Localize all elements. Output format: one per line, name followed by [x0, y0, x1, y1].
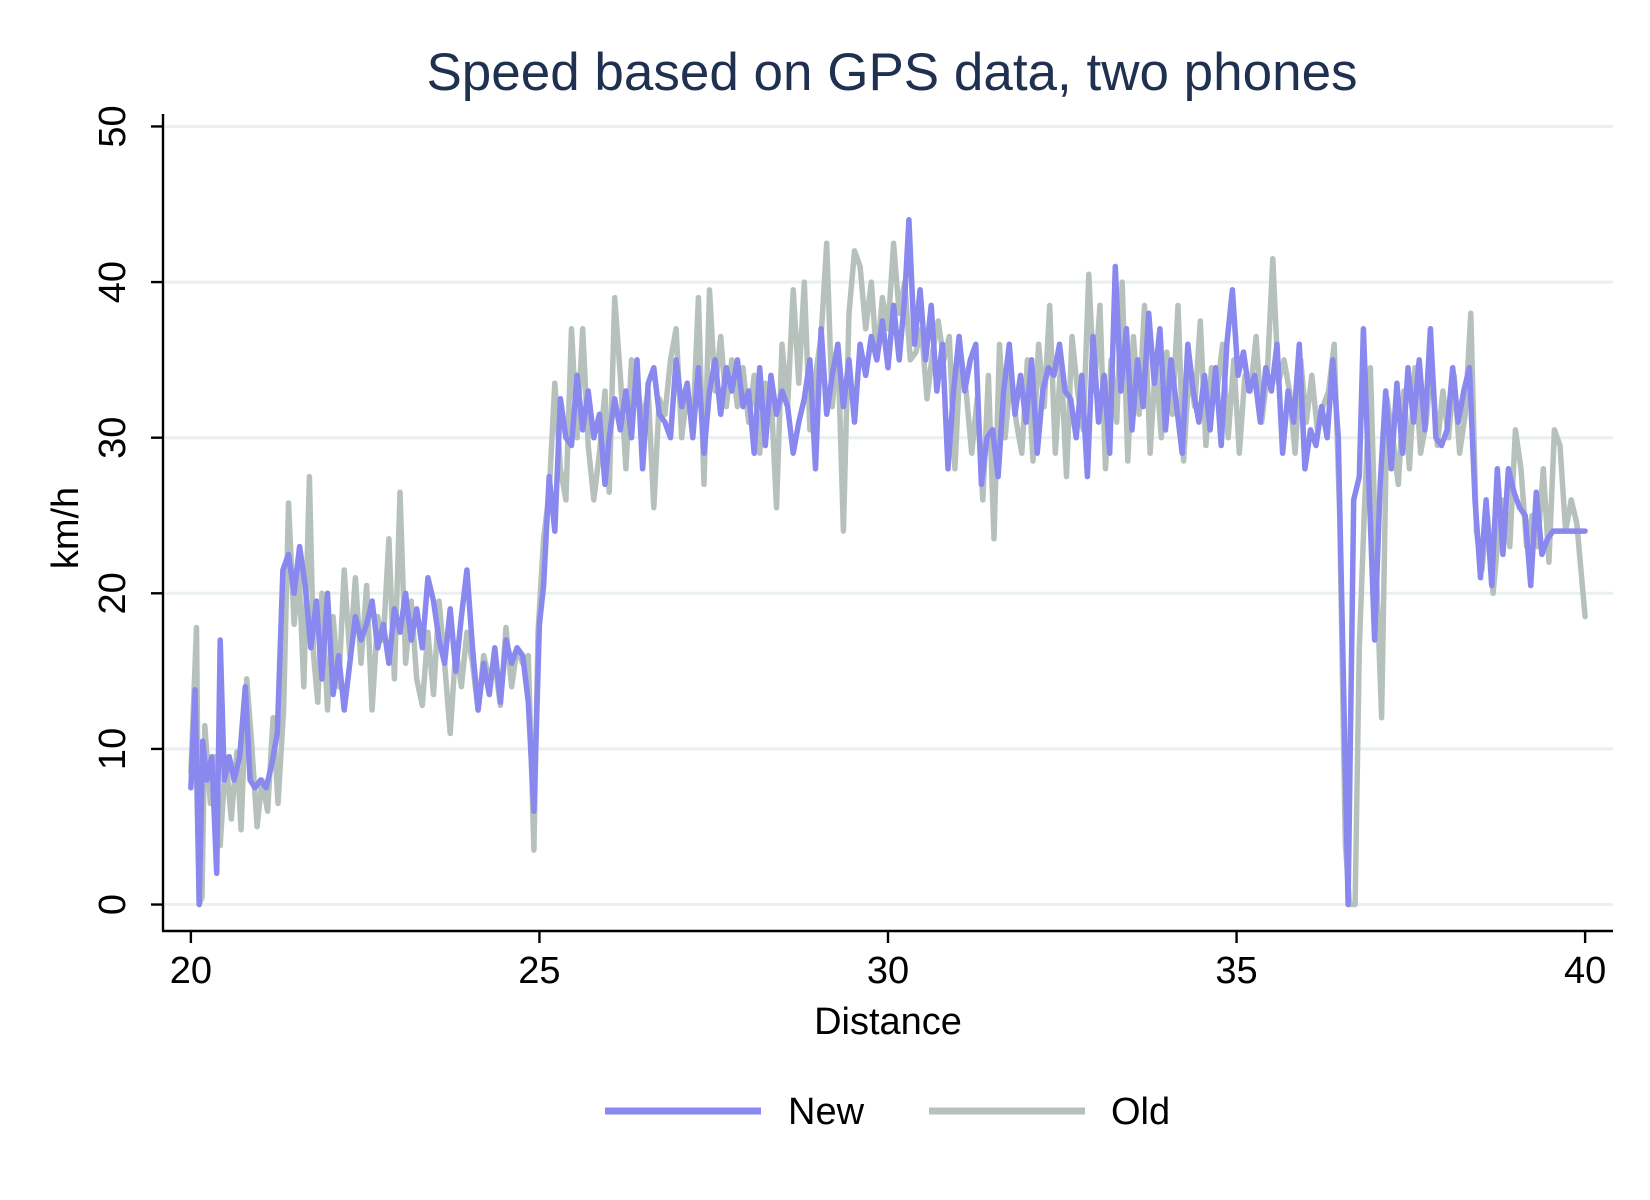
chart-title: Speed based on GPS data, two phones [426, 43, 1357, 102]
legend: New Old [605, 1091, 1170, 1133]
y-tick-label: 30 [92, 417, 134, 459]
x-tick-label: 20 [170, 950, 212, 992]
y-tick-label: 20 [92, 572, 134, 614]
y-axis-title: km/h [45, 487, 87, 569]
y-tick-label: 50 [92, 105, 134, 147]
x-tick-label: 30 [867, 950, 909, 992]
legend-label-old: Old [1111, 1091, 1170, 1133]
y-tick-label: 10 [92, 728, 134, 770]
x-tick-label: 25 [518, 950, 560, 992]
x-axis-title: Distance [814, 1001, 962, 1043]
x-tick-label: 40 [1564, 950, 1606, 992]
y-tick-label: 0 [92, 894, 134, 915]
axis-ticks: 0 10 20 30 40 50 20 25 30 35 40 [92, 105, 1606, 992]
x-tick-label: 35 [1215, 950, 1257, 992]
legend-label-new: New [788, 1091, 865, 1133]
series-line-new [188, 217, 1588, 908]
y-tick-label: 40 [92, 261, 134, 303]
series-lines [188, 217, 1588, 908]
